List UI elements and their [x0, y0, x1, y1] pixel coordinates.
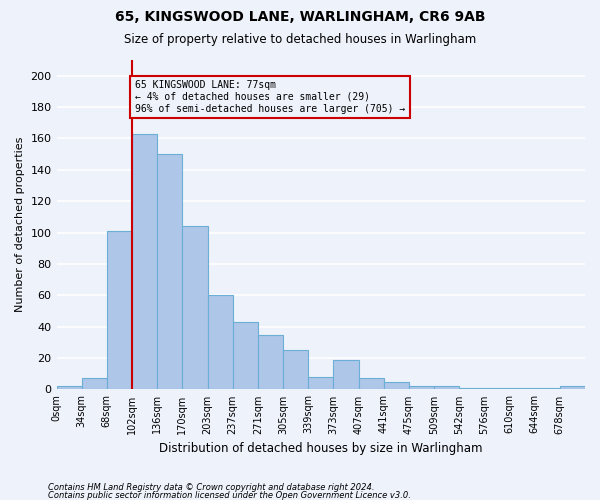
Bar [509, 388, 535, 390]
Bar [383, 382, 409, 390]
Bar [56, 386, 82, 390]
Y-axis label: Number of detached properties: Number of detached properties [15, 137, 25, 312]
Bar [334, 360, 359, 390]
Bar [484, 388, 509, 390]
Bar [132, 134, 157, 390]
Bar [409, 386, 434, 390]
Text: 65, KINGSWOOD LANE, WARLINGHAM, CR6 9AB: 65, KINGSWOOD LANE, WARLINGHAM, CR6 9AB [115, 10, 485, 24]
Bar [283, 350, 308, 390]
Bar [182, 226, 208, 390]
Text: 65 KINGSWOOD LANE: 77sqm
← 4% of detached houses are smaller (29)
96% of semi-de: 65 KINGSWOOD LANE: 77sqm ← 4% of detache… [134, 80, 405, 114]
Text: Contains public sector information licensed under the Open Government Licence v3: Contains public sector information licen… [48, 490, 411, 500]
Bar [434, 386, 459, 390]
Bar [535, 388, 560, 390]
Bar [308, 377, 334, 390]
Bar [258, 334, 283, 390]
X-axis label: Distribution of detached houses by size in Warlingham: Distribution of detached houses by size … [159, 442, 482, 455]
Bar [82, 378, 107, 390]
Bar [233, 322, 258, 390]
Text: Contains HM Land Registry data © Crown copyright and database right 2024.: Contains HM Land Registry data © Crown c… [48, 484, 374, 492]
Bar [208, 296, 233, 390]
Bar [459, 388, 484, 390]
Bar [157, 154, 182, 390]
Text: Size of property relative to detached houses in Warlingham: Size of property relative to detached ho… [124, 32, 476, 46]
Bar [560, 386, 585, 390]
Bar [359, 378, 383, 390]
Bar [107, 231, 132, 390]
